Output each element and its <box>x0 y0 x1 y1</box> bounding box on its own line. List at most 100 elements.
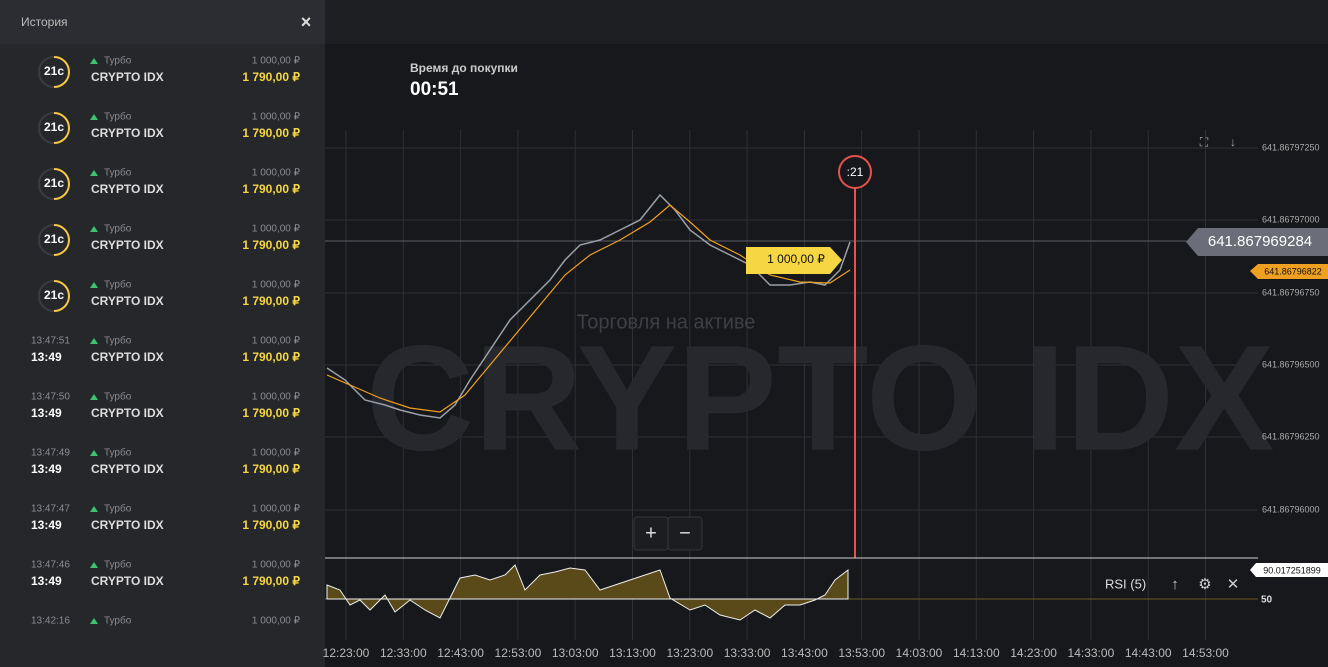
history-item[interactable]: 21с Турбо CRYPTO IDX 1 000,00 ₽ 1 790,00 ₽ <box>38 111 301 144</box>
up-arrow <box>90 450 98 456</box>
rsi-level: 50 <box>1261 595 1273 606</box>
payout: 1 790,00 ₽ <box>242 574 300 588</box>
current-price: 641.867969284 <box>1208 233 1312 250</box>
asset: CRYPTO IDX <box>91 574 164 588</box>
download-icon[interactable]: ↓ <box>1230 135 1236 149</box>
trade-type: Турбо <box>104 111 132 123</box>
asset: CRYPTO IDX <box>91 406 164 420</box>
close-time: 13:49 <box>31 574 62 588</box>
price-label: 641.86797000 <box>1262 214 1320 224</box>
payout: 1 790,00 ₽ <box>242 518 300 532</box>
trade-type: Турбо <box>104 279 132 291</box>
trade-type: Турбо <box>104 615 132 627</box>
countdown: :21 <box>847 165 864 179</box>
time-label: 12:53:00 <box>495 646 542 660</box>
price-label: 641.86796000 <box>1262 504 1320 514</box>
asset: CRYPTO IDX <box>91 518 164 532</box>
open-time: 13:42:16 <box>31 616 70 627</box>
history-item[interactable]: 13:47:46 13:49 Турбо CRYPTO IDX 1 000,00 ₽ 1 … <box>31 559 301 589</box>
open-time: 13:47:49 <box>31 448 70 459</box>
trade-tag <box>746 247 842 274</box>
history-item[interactable]: 21с Турбо CRYPTO IDX 1 000,00 ₽ 1 790,00 ₽ <box>38 279 301 312</box>
timer: 21с <box>44 288 64 302</box>
countdown-circle <box>838 155 872 189</box>
time-label: 13:43:00 <box>781 646 828 660</box>
asset: CRYPTO IDX <box>91 294 164 308</box>
amount: 1 000,00 ₽ <box>252 112 301 123</box>
time-label: 13:13:00 <box>609 646 656 660</box>
price-label: 641.86796750 <box>1262 287 1320 297</box>
up-arrow <box>90 562 98 568</box>
zoom-out[interactable]: − <box>679 522 691 544</box>
history-item[interactable]: 21с Турбо CRYPTO IDX 1 000,00 ₽ 1 790,00 ₽ <box>38 167 301 200</box>
time-label: 14:43:00 <box>1125 646 1172 660</box>
history-item[interactable]: 13:47:51 13:49 Турбо CRYPTO IDX 1 000,00 ₽ 1 … <box>31 335 301 365</box>
up-arrow <box>90 114 98 120</box>
time-label: 13:03:00 <box>552 646 599 660</box>
timer: 21с <box>44 64 64 78</box>
history-item[interactable]: 13:47:50 13:49 Турбо CRYPTO IDX 1 000,00 ₽ 1 … <box>31 391 301 421</box>
up-arrow <box>90 170 98 176</box>
timer-arc <box>53 56 70 88</box>
timer-arc <box>53 280 70 312</box>
asset: CRYPTO IDX <box>91 182 164 196</box>
payout: 1 790,00 ₽ <box>242 350 300 364</box>
timer: 21с <box>44 232 64 246</box>
time-label: 14:33:00 <box>1068 646 1115 660</box>
history-item[interactable]: 13:47:47 13:49 Турбо CRYPTO IDX 1 000,00 ₽ 1 … <box>31 503 301 533</box>
amount: 1 000,00 ₽ <box>252 504 301 515</box>
asset: CRYPTO IDX <box>91 126 164 140</box>
amount: 1 000,00 ₽ <box>252 168 301 179</box>
payout: 1 790,00 ₽ <box>242 406 300 420</box>
trade-type: Турбо <box>104 223 132 235</box>
time-label: 14:03:00 <box>896 646 943 660</box>
time-label: 14:53:00 <box>1182 646 1229 660</box>
open-price-tag <box>1250 264 1328 279</box>
up-arrow <box>90 282 98 288</box>
rsi-settings-icon[interactable]: ⚙ <box>1198 576 1211 593</box>
trade-type: Турбо <box>104 335 132 347</box>
history-item[interactable]: 21с Турбо CRYPTO IDX 1 000,00 ₽ 1 790,00 ₽ <box>38 55 301 88</box>
payout: 1 790,00 ₽ <box>242 182 300 196</box>
price-label: 641.86797250 <box>1262 142 1320 152</box>
up-arrow <box>90 506 98 512</box>
zoom-out-button[interactable] <box>667 516 703 551</box>
close-time: 13:49 <box>31 462 62 476</box>
timer: 21с <box>44 176 64 190</box>
up-arrow <box>90 394 98 400</box>
rsi-value: 90.017251899 <box>1263 565 1321 575</box>
trade-type: Турбо <box>104 391 132 403</box>
trade-amount: 1 000,00 ₽ <box>767 252 825 266</box>
up-arrow <box>90 226 98 232</box>
up-arrow <box>90 618 98 624</box>
time-label: 14:23:00 <box>1010 646 1057 660</box>
close-time: 13:49 <box>31 350 62 364</box>
up-arrow <box>90 58 98 64</box>
history-header <box>0 0 325 44</box>
rsi-area <box>326 564 849 621</box>
close-time: 13:49 <box>31 406 62 420</box>
timer-arc <box>53 168 70 200</box>
fullscreen-icon[interactable]: ⛶ <box>1199 135 1209 149</box>
open-time: 13:47:50 <box>31 392 70 403</box>
history-item[interactable]: 21с Турбо CRYPTO IDX 1 000,00 ₽ 1 790,00 ₽ <box>38 223 301 256</box>
top-bar <box>325 0 1328 44</box>
zoom-in[interactable]: + <box>645 522 657 544</box>
history-list: 21с Турбо CRYPTO IDX 1 000,00 ₽ 1 790,00 ₽ 21… <box>31 55 301 627</box>
history-item[interactable]: 13:47:49 13:49 Турбо CRYPTO IDX 1 000,00 ₽ 1 … <box>31 447 301 477</box>
open-time: 13:47:46 <box>31 560 70 571</box>
history-title: История <box>21 15 68 29</box>
current-price-tag <box>1186 228 1328 256</box>
rsi-close-icon[interactable]: ✕ <box>1227 576 1240 593</box>
trade-type: Турбо <box>104 55 132 67</box>
timer-label: Время до покупки <box>410 61 518 75</box>
timer: 21с <box>44 120 64 134</box>
timer-value: 00:51 <box>410 79 459 100</box>
rsi-up-icon[interactable]: ↑ <box>1171 576 1179 593</box>
close-button[interactable]: × <box>301 12 312 32</box>
price-label: 641.86796250 <box>1262 431 1320 441</box>
history-item[interactable]: 13:42:16 Турбо 1 000,00 ₽ <box>31 615 301 627</box>
amount: 1 000,00 ₽ <box>252 560 301 571</box>
status: Торговля на активе <box>577 311 756 333</box>
